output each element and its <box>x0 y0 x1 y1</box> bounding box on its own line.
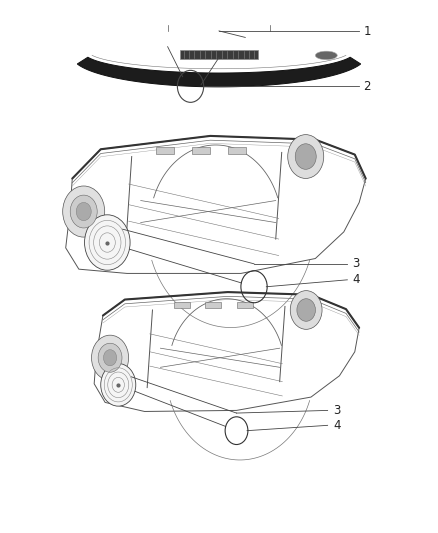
Text: 1: 1 <box>364 26 371 38</box>
Text: 3: 3 <box>333 404 340 417</box>
Bar <box>237 302 253 308</box>
Text: 3: 3 <box>353 257 360 270</box>
Circle shape <box>295 144 316 169</box>
Polygon shape <box>77 57 361 87</box>
Circle shape <box>101 364 136 406</box>
Circle shape <box>103 350 117 366</box>
Circle shape <box>297 298 315 321</box>
Circle shape <box>290 290 322 329</box>
Circle shape <box>85 215 130 270</box>
Bar <box>205 302 221 308</box>
Ellipse shape <box>315 51 337 60</box>
Text: 4: 4 <box>333 419 340 432</box>
Circle shape <box>70 195 97 228</box>
FancyBboxPatch shape <box>180 50 258 59</box>
Circle shape <box>63 186 105 237</box>
Bar <box>192 147 210 154</box>
Text: 2: 2 <box>364 80 371 93</box>
Circle shape <box>98 343 122 372</box>
Circle shape <box>288 135 324 179</box>
Circle shape <box>92 335 129 381</box>
Bar <box>173 302 190 308</box>
Circle shape <box>76 203 91 221</box>
Text: 4: 4 <box>353 273 360 286</box>
Bar <box>156 147 174 154</box>
Bar <box>228 147 246 154</box>
